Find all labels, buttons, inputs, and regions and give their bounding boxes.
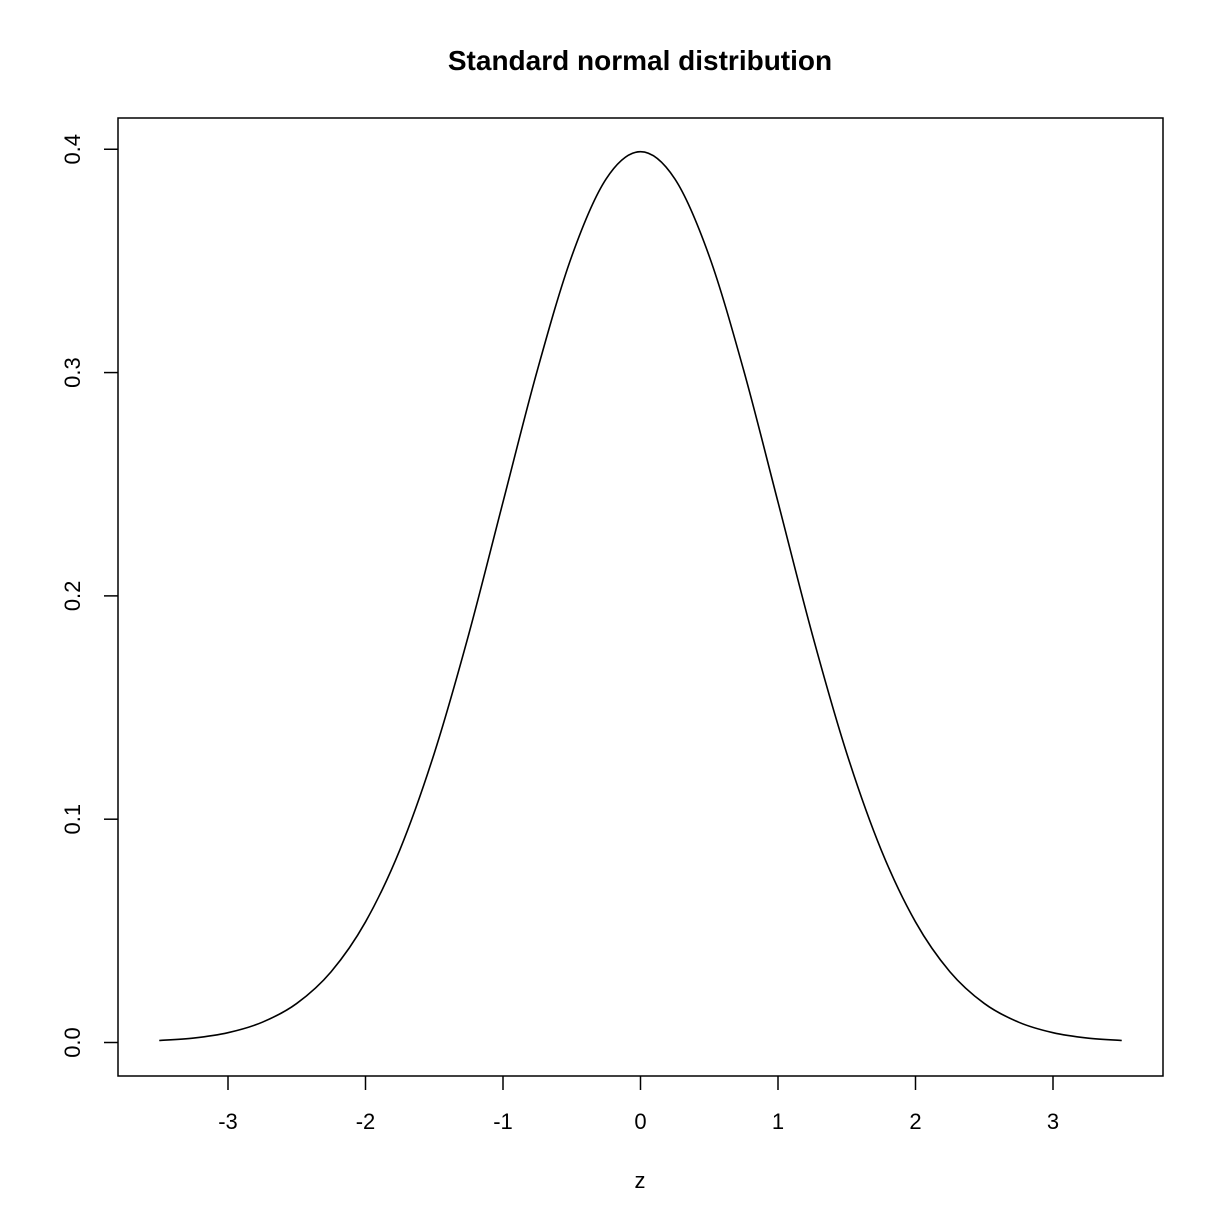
y-axis: 0.0 0.1 0.2 0.3 0.4: [60, 134, 118, 1058]
x-tick-label: -1: [493, 1109, 513, 1134]
x-axis: -3 -2 -1 0 1 2 3: [218, 1076, 1059, 1134]
x-tick-label: 0: [634, 1109, 646, 1134]
series-layer: [159, 150, 1122, 1042]
plot-frame: [117, 117, 1164, 1077]
chart-title: Standard normal distribution: [448, 45, 832, 76]
y-tick-label: 0.3: [60, 357, 85, 388]
x-tick-label: -2: [356, 1109, 376, 1134]
x-tick-label: 3: [1047, 1109, 1059, 1134]
x-tick-label: -3: [218, 1109, 238, 1134]
x-tick-label: 2: [909, 1109, 921, 1134]
x-tick-label: 1: [772, 1109, 784, 1134]
y-tick-label: 0.4: [60, 134, 85, 165]
density-curve: [159, 150, 1122, 1042]
y-tick-label: 0.1: [60, 804, 85, 835]
y-tick-label: 0.2: [60, 581, 85, 612]
x-axis-label: z: [635, 1168, 646, 1193]
y-tick-label: 0.0: [60, 1027, 85, 1058]
